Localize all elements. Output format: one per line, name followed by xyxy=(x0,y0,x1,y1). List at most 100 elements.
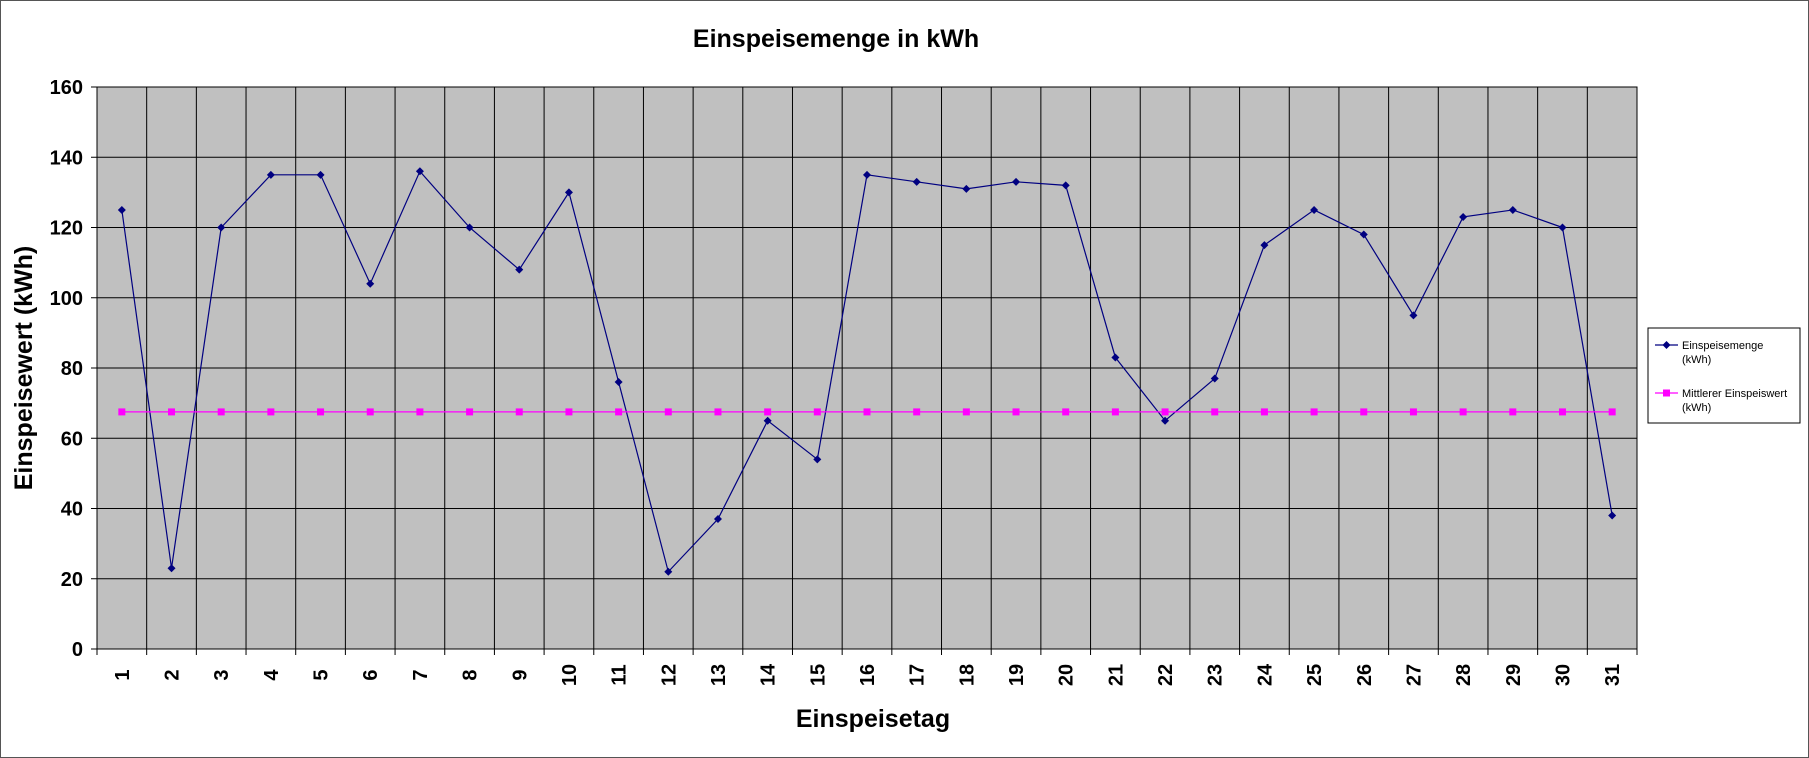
y-tick-label: 20 xyxy=(61,569,83,591)
x-tick-label: 10 xyxy=(559,664,581,686)
data-point-square xyxy=(1161,408,1169,416)
data-point-square xyxy=(267,408,275,416)
x-tick-label: 18 xyxy=(956,664,978,686)
x-tick-label: 29 xyxy=(1503,664,1525,686)
x-tick-label: 8 xyxy=(460,669,482,680)
x-tick-label: 31 xyxy=(1602,664,1624,686)
data-point-square xyxy=(565,408,573,416)
x-tick-label: 16 xyxy=(857,664,879,686)
data-point-square xyxy=(1012,408,1020,416)
data-point-diamond xyxy=(1111,353,1120,362)
grid-lines xyxy=(97,87,1637,649)
x-tick-label: 20 xyxy=(1056,664,1078,686)
data-point-square xyxy=(466,408,474,416)
x-tick-label: 19 xyxy=(1006,664,1028,686)
x-tick-label: 6 xyxy=(360,669,382,680)
data-point-diamond xyxy=(1508,205,1517,214)
y-tick-label: 0 xyxy=(72,639,83,661)
data-point-diamond xyxy=(1210,374,1219,383)
data-point-diamond xyxy=(1359,230,1368,239)
x-tick-label: 24 xyxy=(1254,663,1276,686)
x-tick-label: 5 xyxy=(311,669,333,680)
x-axis-ticks: 1 2 3 4 5 6 7 8 9 10 11 12 13 14 15 16 17 18 19 20 21 22 23 24 2… xyxy=(96,649,1638,686)
data-point-square xyxy=(714,408,722,416)
data-point-square xyxy=(118,408,126,416)
data-point-square xyxy=(962,408,970,416)
data-point-diamond xyxy=(515,265,524,274)
x-tick-label: 12 xyxy=(658,664,680,686)
data-point-diamond xyxy=(316,170,325,179)
x-tick-label: 25 xyxy=(1304,664,1326,686)
data-point-square xyxy=(1062,408,1070,416)
data-point-diamond xyxy=(912,177,921,186)
data-point-square xyxy=(913,408,921,416)
data-point-diamond xyxy=(813,455,822,464)
y-axis-title: Einspeisewert (kWh) xyxy=(10,246,38,491)
data-point-diamond xyxy=(863,170,871,179)
y-tick-label: 160 xyxy=(50,77,83,99)
legend-marker-square xyxy=(1663,389,1670,397)
x-tick-label: 23 xyxy=(1205,664,1227,686)
x-tick-label: 17 xyxy=(907,664,929,686)
chart-title: Einspeisemenge in kWh xyxy=(693,25,979,53)
data-point-diamond xyxy=(465,223,474,232)
data-point-diamond xyxy=(713,515,722,524)
data-point-square xyxy=(664,408,672,416)
data-point-diamond xyxy=(117,205,126,214)
data-point-diamond xyxy=(1608,511,1617,520)
x-tick-label: 27 xyxy=(1403,664,1425,686)
x-tick-label: 14 xyxy=(758,663,780,686)
data-point-diamond xyxy=(564,188,573,197)
data-point-diamond xyxy=(167,564,176,573)
data-point-square xyxy=(515,408,523,416)
x-tick-label: 4 xyxy=(261,669,283,681)
data-point-diamond xyxy=(1260,241,1269,250)
x-tick-label: 3 xyxy=(211,669,233,680)
y-tick-label: 60 xyxy=(61,428,83,450)
data-point-square xyxy=(366,408,374,416)
legend-label: Einspeisemenge xyxy=(1682,340,1763,352)
x-tick-label: 26 xyxy=(1354,664,1376,686)
y-tick-label: 140 xyxy=(50,147,83,169)
data-point-square xyxy=(1260,408,1268,416)
x-tick-label: 1 xyxy=(112,669,134,680)
legend: Einspeisemenge (kWh) Mittlerer Einspeiswer… xyxy=(1647,327,1801,424)
x-tick-label: 11 xyxy=(609,664,631,685)
data-point-square xyxy=(1310,408,1318,416)
data-point-diamond xyxy=(1409,311,1418,320)
legend-label: (kWh) xyxy=(1682,402,1711,414)
y-tick-label: 80 xyxy=(61,358,83,380)
data-point-diamond xyxy=(962,184,971,193)
data-point-diamond xyxy=(614,378,623,387)
legend-label: Mittlerer Einspeiswert xyxy=(1682,388,1787,400)
data-point-square xyxy=(1509,408,1517,416)
x-tick-label: 13 xyxy=(708,664,730,686)
data-point-square xyxy=(863,408,871,416)
data-point-diamond xyxy=(1459,212,1468,221)
x-tick-label: 15 xyxy=(807,664,829,686)
y-tick-label: 100 xyxy=(50,288,83,310)
data-point-square xyxy=(416,408,424,416)
data-point-square xyxy=(217,408,225,416)
x-tick-label: 21 xyxy=(1105,664,1127,686)
data-point-square xyxy=(1211,408,1219,416)
x-tick-label: 2 xyxy=(162,669,184,680)
data-point-diamond xyxy=(366,279,375,288)
legend-marker-diamond xyxy=(1662,341,1671,349)
data-point-square xyxy=(615,408,623,416)
x-tick-label: 28 xyxy=(1453,664,1475,686)
data-point-square xyxy=(1360,408,1368,416)
x-tick-label: 22 xyxy=(1155,664,1177,686)
data-point-square xyxy=(813,408,821,416)
data-point-square xyxy=(1409,408,1417,416)
legend-box xyxy=(1647,327,1801,424)
data-point-diamond xyxy=(1558,223,1567,232)
data-point-diamond xyxy=(1310,205,1319,214)
data-point-diamond xyxy=(664,567,673,576)
data-point-square xyxy=(1558,408,1566,416)
data-point-square xyxy=(1111,408,1119,416)
x-axis-title: Einspeisetag xyxy=(796,705,950,733)
series-layer xyxy=(117,167,1617,576)
data-point-diamond xyxy=(1061,181,1070,190)
